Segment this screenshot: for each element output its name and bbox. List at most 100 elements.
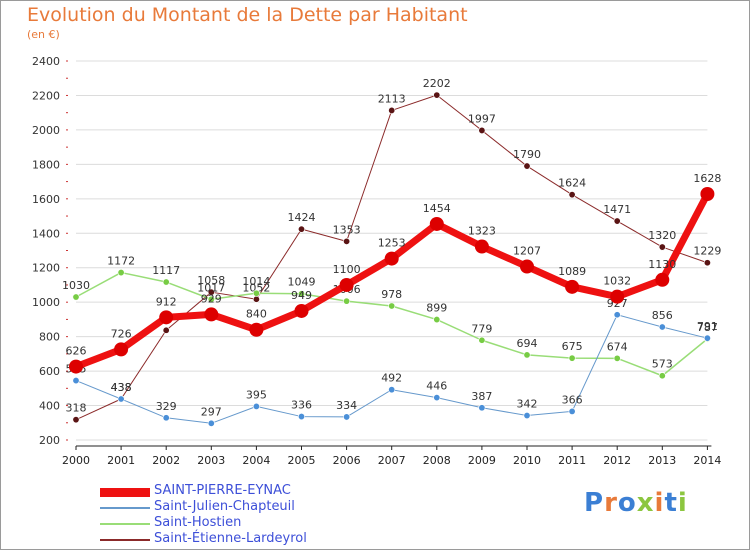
data-point-saint-julien-chapteuil — [703, 334, 711, 342]
data-label: 912 — [156, 295, 177, 308]
data-point-saint-pierre-eynac — [474, 239, 489, 254]
data-label: 2113 — [378, 92, 406, 105]
data-label: 1624 — [558, 177, 586, 190]
data-point-saint-pierre-eynac — [520, 259, 534, 274]
data-label: 1017 — [197, 281, 225, 294]
y-tick-label: 1200 — [32, 262, 60, 275]
data-point-saint-tienne-lardeyrol — [703, 259, 711, 267]
data-label: 1454 — [423, 202, 451, 215]
data-label: 573 — [652, 358, 673, 371]
data-point-saint-julien-chapteuil — [658, 323, 666, 331]
logo-letter: x — [636, 488, 655, 518]
data-point-saint-hostien — [523, 351, 531, 359]
data-point-saint-hostien — [433, 316, 441, 324]
data-point-saint-hostien — [388, 302, 396, 310]
data-point-saint-tienne-lardeyrol — [613, 217, 621, 225]
y-tick-label: 800 — [39, 331, 60, 344]
data-label: 929 — [201, 292, 222, 305]
data-point-saint-tienne-lardeyrol — [658, 243, 666, 251]
proxiti-logo: Proxiti — [584, 488, 688, 518]
y-tick-label: 600 — [39, 365, 60, 378]
data-label: 395 — [246, 388, 267, 401]
data-point-saint-hostien — [72, 293, 80, 301]
logo-letter: i — [677, 488, 688, 518]
y-tick-label: 400 — [39, 400, 60, 413]
data-label: 949 — [291, 289, 312, 302]
data-point-saint-hostien — [162, 278, 170, 286]
data-point-saint-pierre-eynac — [700, 186, 715, 201]
data-point-saint-tienne-lardeyrol — [478, 126, 486, 134]
data-point-saint-tienne-lardeyrol — [433, 91, 441, 99]
data-point-saint-pierre-eynac — [249, 322, 264, 337]
data-point-saint-tienne-lardeyrol — [162, 326, 170, 334]
data-point-saint-tienne-lardeyrol — [568, 191, 576, 199]
data-point-saint-hostien — [252, 289, 260, 297]
data-label: 1052 — [242, 281, 270, 294]
y-tick-label: 1400 — [32, 227, 60, 240]
x-tick-label: 2008 — [423, 454, 451, 467]
data-label: 694 — [517, 337, 538, 350]
data-label: 1058 — [197, 274, 225, 287]
data-label: 1229 — [693, 245, 721, 258]
data-point-saint-pierre-eynac — [294, 303, 309, 318]
logo-letter: P — [584, 488, 605, 518]
data-point-saint-julien-chapteuil — [117, 395, 125, 403]
x-tick-label: 2003 — [197, 454, 225, 467]
data-label: 1030 — [62, 279, 90, 292]
legend-swatch — [100, 523, 150, 525]
x-tick-label: 2014 — [693, 454, 721, 467]
data-point-saint-tienne-lardeyrol — [207, 288, 215, 296]
legend-label: SAINT-PIERRE-EYNAC — [154, 483, 291, 498]
chart-title: Evolution du Montant de la Dette par Hab… — [27, 4, 468, 26]
data-label: 899 — [426, 302, 447, 315]
data-point-saint-julien-chapteuil — [207, 419, 215, 427]
data-point-saint-julien-chapteuil — [162, 414, 170, 422]
data-label: 1253 — [378, 237, 406, 250]
data-point-saint-julien-chapteuil — [252, 402, 260, 410]
data-label: 675 — [562, 340, 583, 353]
data-label: 1172 — [107, 255, 135, 268]
data-label: 1014 — [242, 275, 270, 288]
data-point-saint-hostien — [613, 354, 621, 362]
data-point-saint-hostien — [117, 269, 125, 277]
data-label: 336 — [291, 399, 312, 412]
data-label: 334 — [336, 399, 357, 412]
data-point-saint-pierre-eynac — [610, 289, 625, 304]
data-label: 438 — [111, 381, 132, 394]
data-label: 366 — [562, 393, 583, 406]
data-point-saint-pierre-eynac — [204, 307, 219, 322]
data-point-saint-pierre-eynac — [655, 272, 670, 287]
data-point-saint-hostien — [568, 354, 576, 362]
data-label: 1049 — [288, 276, 316, 289]
x-tick-label: 2000 — [62, 454, 90, 467]
x-tick-label: 2007 — [378, 454, 406, 467]
data-label: 492 — [381, 372, 402, 385]
logo-letter: o — [617, 488, 637, 518]
data-label: 626 — [66, 345, 87, 358]
data-label: 2202 — [423, 77, 451, 90]
data-point-saint-tienne-lardeyrol — [72, 416, 80, 424]
legend-swatch — [100, 507, 150, 509]
data-point-saint-julien-chapteuil — [388, 386, 396, 394]
y-tick-label: 200 — [39, 434, 60, 447]
chart-unit: (en €) — [27, 28, 60, 41]
data-label: 342 — [517, 398, 538, 411]
logo-letter: t — [664, 488, 678, 518]
data-label: 1089 — [558, 265, 586, 278]
data-point-saint-julien-chapteuil — [613, 311, 621, 319]
data-label: 446 — [426, 380, 447, 393]
data-label: 318 — [66, 402, 87, 415]
data-point-saint-julien-chapteuil — [433, 394, 441, 402]
data-label: 779 — [471, 322, 492, 335]
data-point-saint-julien-chapteuil — [297, 413, 305, 421]
data-label: 1424 — [288, 211, 316, 224]
data-label: 856 — [652, 309, 673, 322]
data-label: 791 — [697, 320, 718, 333]
logo-letter: r — [604, 488, 618, 518]
data-label: 1790 — [513, 148, 541, 161]
data-label: 787 — [697, 321, 718, 334]
logo-letter: i — [654, 488, 665, 518]
x-tick-label: 2002 — [152, 454, 180, 467]
